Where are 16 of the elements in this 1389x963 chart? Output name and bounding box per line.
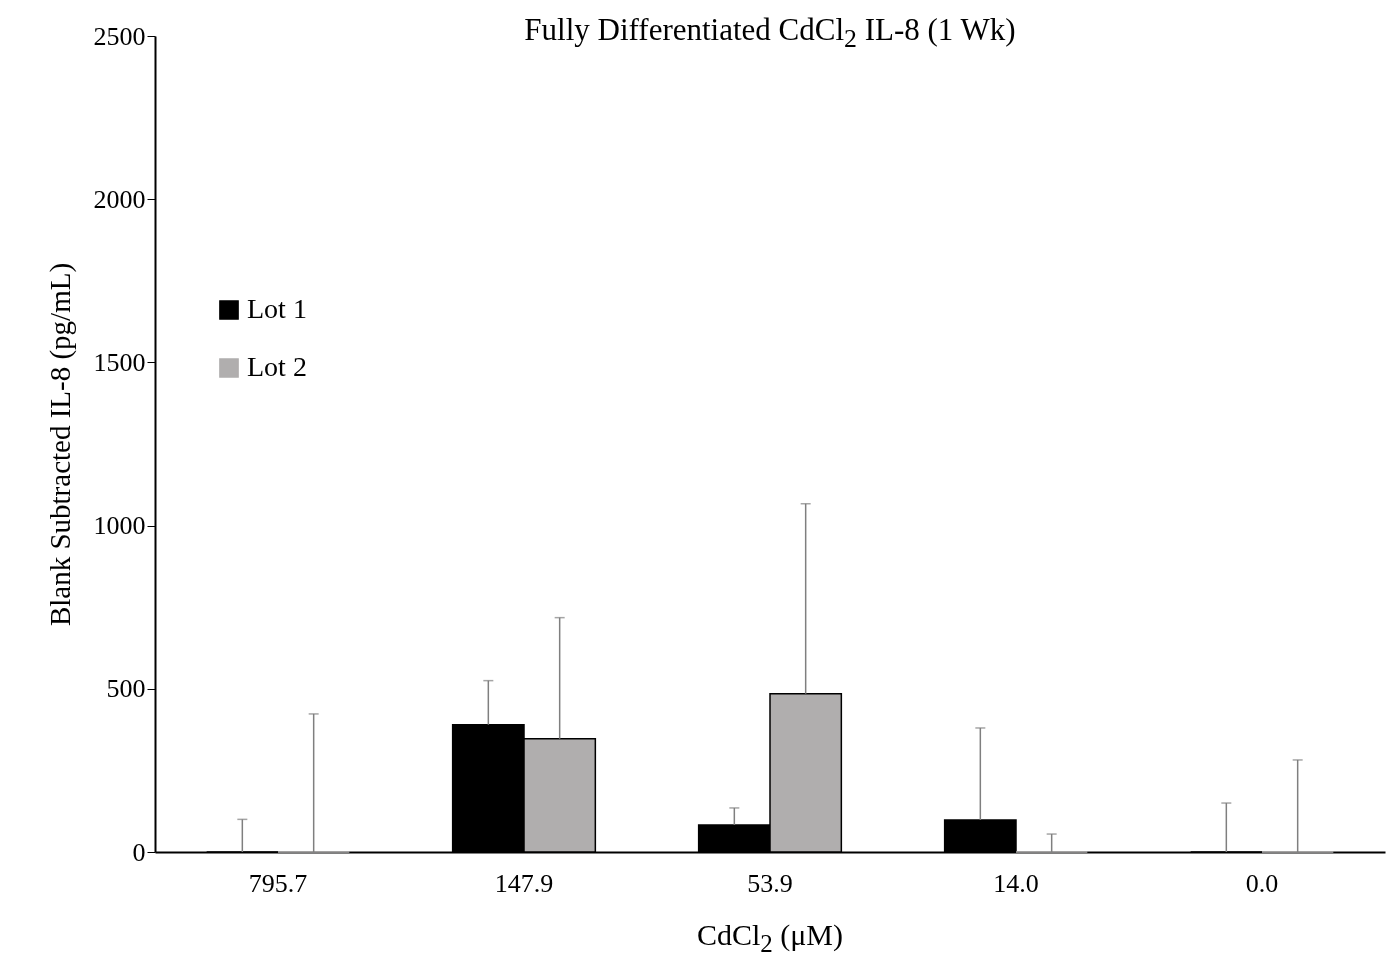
y-tick-label: 0: [132, 837, 146, 867]
x-axis-title: CdCl$_{2}$ (μM): [695, 918, 845, 958]
chart-title: Fully Differentiated CdCl$_{2}$ IL-8 (1 Wk): [523, 12, 1017, 55]
y-axis-title: Blank Subtracted IL-8 (pg/mL): [43, 262, 77, 627]
x-tick-label: 147.9: [494, 868, 554, 898]
x-tick-label: 53.9: [747, 868, 793, 898]
x-tick-label: 0.0: [1245, 868, 1279, 898]
legend-label: Lot 1: [247, 293, 307, 324]
legend-label: Lot 2: [247, 351, 307, 382]
y-tick-label: 1500: [93, 347, 146, 377]
y-tick-label: 500: [106, 674, 146, 704]
x-tick-label: 14.0: [993, 868, 1039, 898]
x-tick-label: 795.7: [248, 868, 308, 898]
y-tick-label: 1000: [93, 511, 146, 541]
y-tick-label: 2000: [93, 184, 146, 214]
y-tick-label: 2500: [93, 21, 146, 51]
